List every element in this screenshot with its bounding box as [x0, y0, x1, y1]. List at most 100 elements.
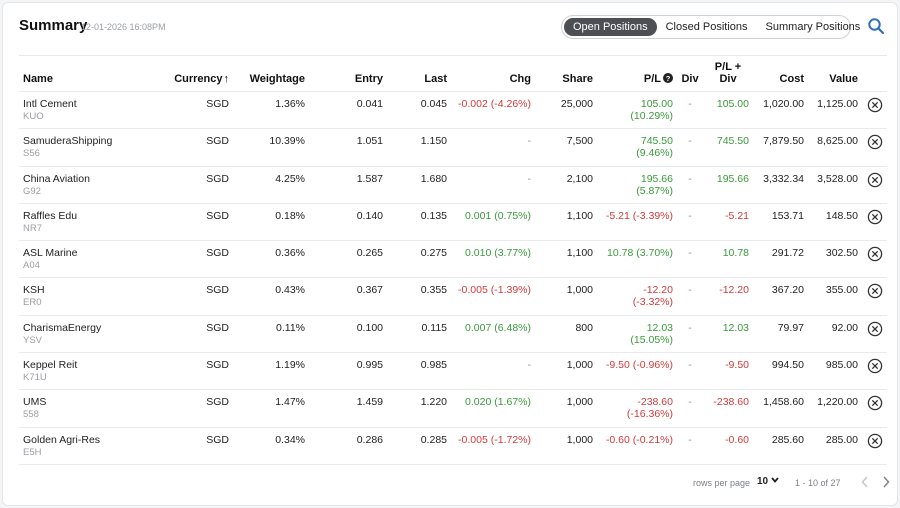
cell-div: - [688, 284, 692, 297]
col-header-value[interactable]: Value [829, 73, 858, 85]
svg-text:?: ? [666, 74, 671, 83]
cell-pl-div: 105.00 [716, 98, 749, 110]
cell-currency: SGD [206, 321, 229, 334]
pl-amount: -12.20 [643, 284, 673, 297]
cell-div: - [688, 321, 692, 334]
cell-name[interactable]: SamuderaShipping S56 [19, 129, 157, 166]
pl-percent: (9.46%) [636, 147, 673, 160]
table-row[interactable]: China Aviation G92 SGD 4.25% 1.587 1.680 - 2,10… [19, 166, 887, 203]
pl-amount: 105.00 [640, 98, 673, 110]
close-icon[interactable] [867, 209, 883, 225]
table-row[interactable]: Keppel Reit K71U SGD 1.19% 0.995 0.985-1,000-… [19, 352, 887, 390]
cell-share: 1,100 [566, 209, 593, 222]
cell-pl-div: -5.21 [725, 209, 749, 222]
table-row[interactable]: CharismaEnergy YSV SGD 0.11% 0.100 0.115 0.007… [19, 315, 887, 352]
col-header-cost[interactable]: Cost [779, 73, 804, 85]
cell-cost: 1,458.60 [763, 396, 804, 409]
close-icon[interactable] [867, 358, 883, 374]
cell-pl: 105.00 (10.29%) [597, 92, 677, 129]
cell-name[interactable]: CharismaEnergy YSV [19, 315, 157, 352]
arrow-up-icon: ↑ [223, 73, 230, 85]
chevron-right-icon[interactable] [881, 476, 891, 488]
cell-currency: SGD [206, 172, 229, 185]
close-icon[interactable] [867, 246, 883, 262]
tab-summary-positions[interactable]: Summary Positions [765, 21, 861, 33]
pl-amount: -5.21 (-3.39%) [605, 209, 673, 222]
col-header-div[interactable]: Div [681, 73, 699, 85]
table-row[interactable]: Intl Cement KUO SGD 1.36% 0.041 0.045 -0.002 (… [19, 91, 887, 129]
cell-weightage: 1.47% [275, 396, 305, 409]
table-row[interactable]: KSH ER0 SGD 0.43% 0.367 0.355 -0.005 (-1.39%) 1… [19, 277, 887, 315]
table-row[interactable]: UMS 558 SGD 1.47% 1.459 1.220 0.020 (1.67%) 1,0… [19, 389, 887, 427]
cell-pl-div: 12.03 [722, 321, 749, 334]
cell-value: 302.50 [825, 247, 858, 260]
cell-pl: -12.20 (-3.32%) [597, 278, 677, 315]
cell-name[interactable]: ASL Marine A04 [19, 241, 157, 278]
cell-pl-div: -9.50 [725, 359, 749, 372]
cell-value: 3,528.00 [817, 172, 858, 185]
close-icon[interactable] [867, 97, 883, 113]
cell-remove [862, 203, 887, 240]
col-header-chg[interactable]: Chg [509, 73, 531, 85]
close-icon[interactable] [867, 395, 883, 411]
search-icon[interactable] [867, 17, 885, 35]
cell-weightage: 0.18% [275, 209, 305, 222]
cell-value: 985.00 [825, 359, 858, 372]
cell-remove [862, 241, 887, 278]
table-row[interactable]: Raffles Edu NR7 SGD 0.18% 0.140 0.135 0.001 (0… [19, 203, 887, 240]
close-icon[interactable] [867, 134, 883, 150]
cell-remove [862, 278, 887, 315]
rows-per-page-select[interactable]: 10 [757, 476, 779, 487]
cell-pl-div: -0.60 [725, 433, 749, 446]
col-header-entry[interactable]: Entry [354, 73, 383, 85]
cell-div: - [688, 433, 692, 446]
stock-name: Keppel Reit [23, 359, 78, 372]
stock-code: A04 [23, 260, 40, 272]
table-row[interactable]: ASL Marine A04 SGD 0.36% 0.265 0.275 0.010 (3.… [19, 240, 887, 278]
cell-name[interactable]: KSH ER0 [19, 278, 157, 315]
col-header-last[interactable]: Last [424, 73, 447, 85]
cell-share: 1,000 [566, 433, 593, 446]
cell-name[interactable]: Raffles Edu NR7 [19, 203, 157, 240]
cell-pl: -5.21 (-3.39%) [597, 203, 677, 240]
info-icon[interactable]: ? [663, 73, 673, 83]
col-header-name[interactable]: Name [23, 73, 53, 85]
col-header-currency[interactable]: Currency↑ [157, 56, 233, 92]
cell-cost: 153.71 [771, 209, 804, 222]
pl-amount: -9.50 (-0.96%) [605, 359, 673, 372]
table-row[interactable]: SamuderaShipping S56 SGD 10.39% 1.051 1.150-7… [19, 128, 887, 166]
cell-name[interactable]: Intl Cement KUO [19, 92, 157, 129]
close-icon[interactable] [867, 283, 883, 299]
cell-share: 1,000 [566, 284, 593, 297]
tab-open-positions[interactable]: Open Positions [564, 18, 657, 36]
chevron-left-icon[interactable] [860, 476, 870, 488]
cell-pl: 195.66 (5.87%) [597, 166, 677, 203]
cell-value: 285.00 [825, 433, 858, 446]
col-header-pl-div[interactable]: P/L + Div [703, 56, 753, 92]
close-icon[interactable] [867, 433, 883, 449]
cell-name[interactable]: UMS 558 [19, 390, 157, 427]
cell-share: 800 [575, 321, 593, 334]
cell-pl-div: -238.60 [713, 396, 749, 409]
cell-last: 0.045 [420, 98, 447, 110]
cell-share: 25,000 [560, 98, 593, 110]
stock-code: G92 [23, 185, 41, 197]
cell-share: 1,000 [566, 396, 593, 409]
cell-currency: SGD [206, 247, 229, 260]
cell-name[interactable]: China Aviation G92 [19, 166, 157, 203]
cell-last: 0.115 [421, 321, 448, 334]
close-icon[interactable] [867, 321, 883, 337]
col-header-share[interactable]: Share [562, 73, 593, 85]
col-header-pl[interactable]: P/L? [597, 56, 677, 92]
cell-chg: 0.010 (3.77%) [465, 247, 531, 260]
cell-name[interactable]: Keppel Reit K71U [19, 353, 157, 390]
col-header-weightage[interactable]: Weightage [249, 73, 305, 85]
stock-name: KSH [23, 284, 45, 297]
tab-closed-positions[interactable]: Closed Positions [665, 21, 748, 33]
cell-value: 92.00 [831, 321, 858, 334]
cell-last: 0.275 [420, 247, 447, 260]
close-icon[interactable] [867, 172, 883, 188]
cell-name[interactable]: Golden Agri-Res E5H [19, 427, 157, 464]
table-row[interactable]: Golden Agri-Res E5H SGD 0.34% 0.286 0.285 -0.0… [19, 427, 887, 465]
cell-entry: 1.587 [356, 172, 383, 185]
